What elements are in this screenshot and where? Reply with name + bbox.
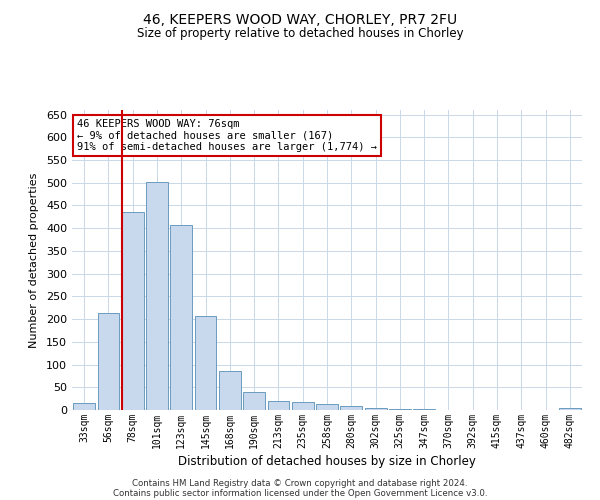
Bar	[243, 392, 265, 410]
Bar	[413, 409, 435, 410]
Bar	[559, 408, 581, 410]
Bar	[316, 404, 338, 410]
Bar	[389, 409, 411, 410]
Bar	[268, 402, 289, 410]
Text: Size of property relative to detached houses in Chorley: Size of property relative to detached ho…	[137, 28, 463, 40]
Y-axis label: Number of detached properties: Number of detached properties	[29, 172, 39, 348]
Bar	[340, 406, 362, 410]
Bar	[194, 316, 217, 410]
Bar	[122, 212, 143, 410]
Bar	[97, 313, 119, 410]
Bar	[170, 225, 192, 410]
Text: 46 KEEPERS WOOD WAY: 76sqm
← 9% of detached houses are smaller (167)
91% of semi: 46 KEEPERS WOOD WAY: 76sqm ← 9% of detac…	[77, 119, 377, 152]
Text: Distribution of detached houses by size in Chorley: Distribution of detached houses by size …	[178, 454, 476, 468]
Text: 46, KEEPERS WOOD WAY, CHORLEY, PR7 2FU: 46, KEEPERS WOOD WAY, CHORLEY, PR7 2FU	[143, 12, 457, 26]
Bar	[73, 403, 95, 410]
Bar	[146, 182, 168, 410]
Text: Contains public sector information licensed under the Open Government Licence v3: Contains public sector information licen…	[113, 488, 487, 498]
Text: Contains HM Land Registry data © Crown copyright and database right 2024.: Contains HM Land Registry data © Crown c…	[132, 478, 468, 488]
Bar	[365, 408, 386, 410]
Bar	[292, 402, 314, 410]
Bar	[219, 372, 241, 410]
